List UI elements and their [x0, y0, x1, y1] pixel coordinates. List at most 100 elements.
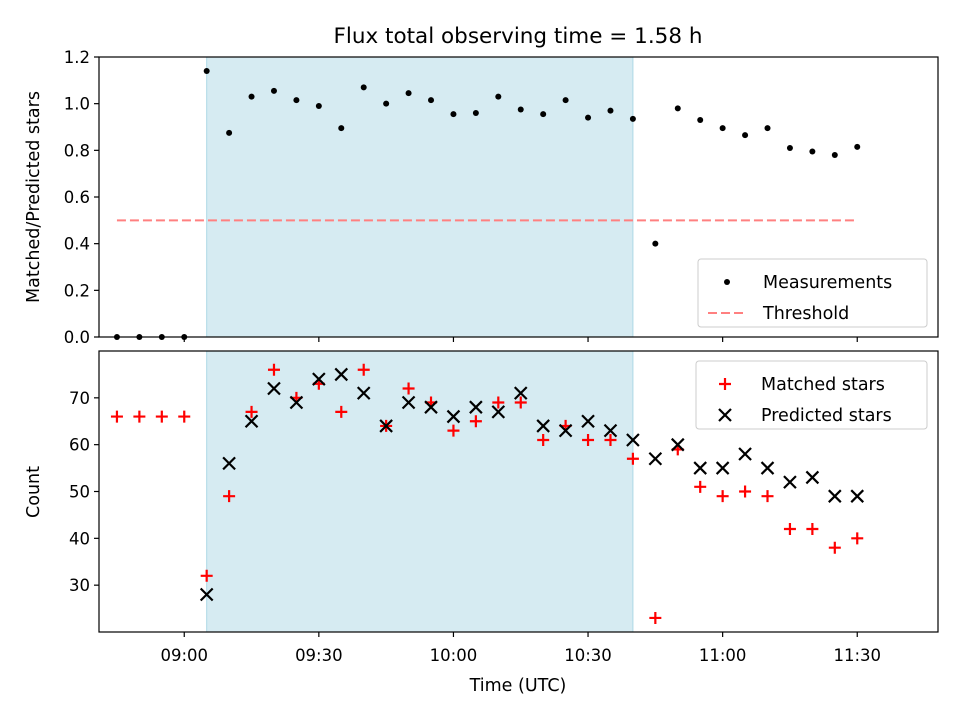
bottom-matched-point: [200, 569, 213, 582]
bottom-matched-point: [335, 405, 348, 418]
bottom-matched-point: [761, 490, 774, 503]
top-point: [742, 132, 749, 139]
bottom-predicted-point: [267, 381, 281, 396]
bottom-ytick-label: 30: [69, 576, 90, 595]
bottom-xtick-label: 10:30: [564, 646, 612, 665]
bottom-ylabel: Count: [24, 466, 44, 518]
top-point: [764, 125, 771, 132]
bottom-predicted-point: [244, 414, 259, 429]
bottom-matched-point: [626, 452, 639, 465]
top-point: [428, 97, 435, 104]
bottom-predicted-point: [401, 395, 416, 410]
bottom-matched-point: [155, 410, 168, 423]
bottom-matched-point: [133, 410, 146, 423]
top-observing-window: [206, 56, 634, 338]
chart-title: Flux total observing time = 1.58 h: [334, 24, 703, 49]
top-legend: [697, 258, 928, 328]
top-point: [383, 100, 390, 107]
top-point: [719, 125, 726, 132]
bottom-matched-point: [851, 532, 864, 545]
bottom-legend-marker: [719, 378, 731, 390]
top-point: [697, 117, 704, 123]
bottom-xtick-label: 09:30: [295, 646, 343, 665]
top-ytick-label: 1.2: [64, 48, 90, 67]
bottom-matched-point: [694, 480, 707, 493]
top-legend-label: Threshold: [762, 304, 849, 324]
bottom-predicted-point: [558, 423, 573, 438]
bottom-predicted-point: [783, 475, 797, 489]
bottom-predicted-point: [491, 405, 506, 419]
bottom-ytick-label: 70: [69, 389, 90, 408]
top-point: [674, 105, 681, 112]
top-ytick-label: 0.6: [64, 188, 90, 207]
bottom-matched-point: [828, 541, 841, 554]
top-point: [495, 93, 502, 100]
bottom-matched-point: [649, 611, 662, 624]
top-panel: 0.0 0.2 0.4 0.6 0.8 1.0 1.2 Measurements Thresho…: [64, 48, 939, 347]
bottom-ytick-label: 50: [69, 483, 90, 502]
bottom-matched-point: [604, 433, 617, 446]
bottom-predicted-point: [222, 456, 236, 471]
bottom-matched-point: [716, 490, 729, 503]
bottom-matched-point: [783, 522, 796, 535]
bottom-predicted-point: [469, 400, 483, 414]
bottom-matched-point: [739, 485, 752, 498]
bottom-predicted-point: [446, 409, 461, 424]
top-point: [472, 110, 479, 116]
top-point: [786, 145, 793, 151]
bottom-panel: 30 40 50 60 70 09:00 09:30 10:00 10:30 11:00 11:30…: [69, 350, 939, 665]
bottom-predicted-point: [648, 451, 663, 466]
top-legend-marker: [724, 279, 730, 285]
top-point: [315, 103, 322, 109]
bottom-matched-point: [178, 410, 191, 423]
bottom-matched-point: [447, 424, 460, 437]
bottom-matched-point: [110, 410, 123, 423]
bottom-matched-point: [402, 382, 415, 395]
bottom-predicted-point: [626, 433, 640, 447]
bottom-predicted-point: [670, 437, 685, 452]
bottom-predicted-point: [693, 461, 707, 475]
bottom-matched-point: [582, 433, 595, 446]
bottom-predicted-point: [760, 461, 775, 475]
bottom-xtick-label: 11:00: [699, 646, 747, 665]
bottom-matched-point: [357, 363, 370, 376]
bottom-predicted-point: [828, 489, 842, 503]
bottom-legend-label: Predicted stars: [761, 406, 892, 426]
top-ylabel: Matched/Predicted stars: [24, 91, 44, 303]
top-point: [405, 90, 412, 97]
top-point: [652, 240, 659, 247]
top-point: [629, 115, 636, 122]
bottom-matched-point: [514, 396, 527, 409]
top-legend-label: Measurements: [763, 273, 892, 293]
bottom-predicted-point: [312, 372, 326, 386]
bottom-predicted-point: [289, 395, 304, 410]
bottom-matched-point: [537, 433, 550, 446]
top-point: [338, 125, 345, 132]
bottom-matched-point: [492, 396, 505, 409]
bottom-legend-marker: [718, 408, 732, 422]
bottom-xtick-label: 10:00: [430, 646, 478, 665]
bottom-matched-point: [223, 490, 236, 503]
bottom-predicted-point: [603, 423, 618, 438]
top-point: [270, 87, 277, 94]
bottom-matched-point: [469, 415, 482, 428]
top-point: [831, 152, 838, 158]
top-point: [450, 111, 457, 118]
x-axis-label: Time (UTC): [469, 676, 567, 696]
top-ytick-label: 1.0: [64, 95, 90, 114]
top-point: [360, 84, 367, 91]
bottom-predicted-point: [356, 386, 371, 400]
top-point: [226, 129, 233, 136]
bottom-observing-window: [206, 350, 634, 633]
top-point: [540, 111, 547, 118]
bottom-matched-point: [806, 522, 819, 535]
bottom-legend: [695, 360, 928, 430]
top-ytick-label: 0.0: [64, 328, 90, 347]
bottom-predicted-point: [536, 419, 550, 433]
bottom-ytick-label: 40: [69, 529, 90, 548]
bottom-predicted-point: [379, 419, 393, 433]
top-point: [248, 93, 255, 100]
bottom-predicted-point: [513, 386, 528, 400]
top-point: [607, 107, 614, 114]
